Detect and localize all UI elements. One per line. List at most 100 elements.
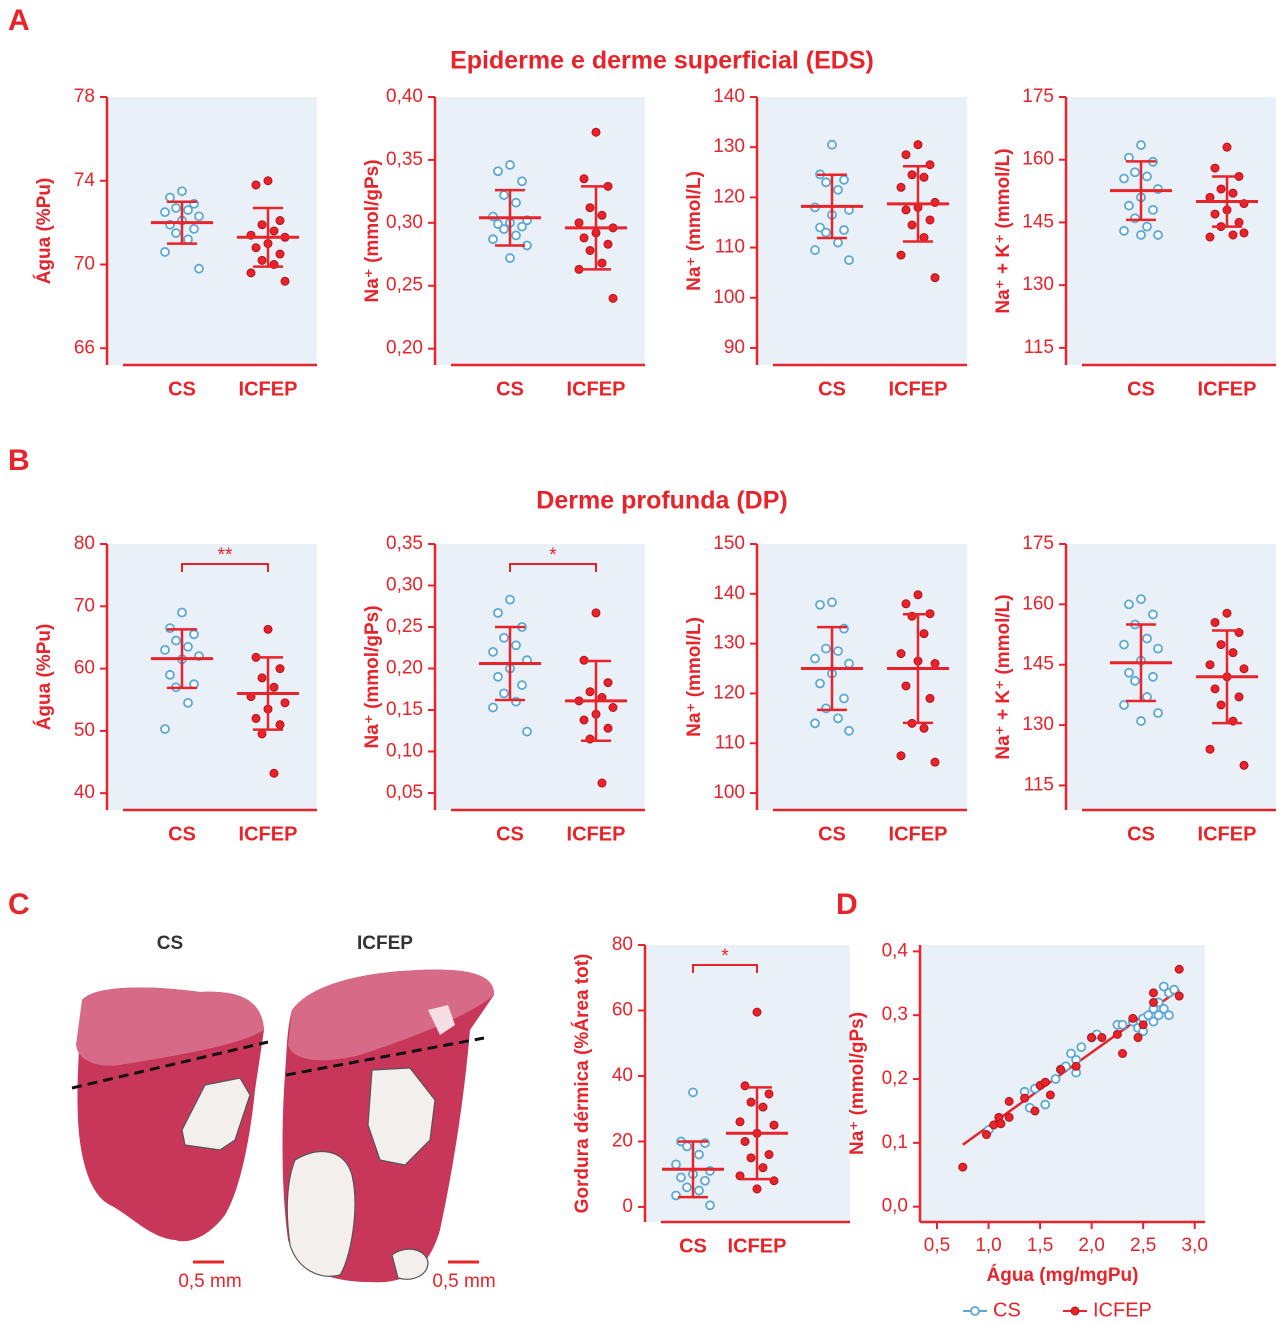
data-point bbox=[1130, 167, 1140, 178]
data-point bbox=[896, 182, 906, 192]
data-point bbox=[925, 693, 935, 703]
error-bar bbox=[495, 188, 525, 247]
data-point bbox=[930, 659, 940, 669]
data-point bbox=[603, 678, 613, 688]
y-tick-label: 0,35 bbox=[386, 533, 423, 554]
data-point bbox=[676, 1172, 686, 1183]
y-tick-label: 120 bbox=[713, 682, 745, 703]
data-point bbox=[1222, 608, 1232, 618]
y-tick-label: 175 bbox=[1022, 533, 1054, 554]
data-point bbox=[574, 218, 584, 228]
data-point bbox=[694, 1149, 704, 1160]
data-point bbox=[591, 608, 601, 618]
y-tick-label: 0,30 bbox=[386, 575, 423, 596]
data-point bbox=[1040, 1077, 1050, 1087]
data-point bbox=[1216, 640, 1226, 650]
x-tick-label: ICFEP bbox=[889, 378, 948, 400]
y-axis-title: Água (%Pu) bbox=[33, 624, 55, 731]
data-point bbox=[901, 681, 911, 691]
data-point bbox=[1148, 609, 1158, 620]
data-point bbox=[1239, 228, 1249, 238]
data-point bbox=[251, 243, 261, 253]
y-tick-label: 40 bbox=[612, 1065, 633, 1086]
data-point bbox=[1087, 1033, 1097, 1043]
x-tick-label: CS bbox=[818, 378, 846, 400]
data-point bbox=[694, 1185, 704, 1196]
data-point bbox=[257, 729, 267, 739]
data-point bbox=[1148, 988, 1158, 998]
data-point bbox=[1169, 984, 1179, 995]
y-tick-label: 130 bbox=[713, 633, 745, 654]
data-point bbox=[280, 698, 290, 708]
data-point bbox=[989, 1120, 999, 1130]
scale-label: 0,5 mm bbox=[178, 1271, 241, 1292]
data-point bbox=[913, 590, 923, 600]
data-point bbox=[1045, 1090, 1055, 1100]
data-point bbox=[1133, 1033, 1143, 1043]
data-point bbox=[499, 632, 509, 643]
data-point bbox=[1222, 142, 1232, 152]
data-point bbox=[189, 629, 199, 640]
significance-bracket bbox=[692, 964, 758, 973]
data-point bbox=[919, 172, 929, 182]
data-point bbox=[488, 646, 498, 657]
data-point bbox=[275, 216, 285, 226]
legend-label: CS bbox=[993, 1299, 1021, 1321]
data-point bbox=[839, 623, 849, 634]
data-point bbox=[493, 166, 503, 177]
y-tick-label: 130 bbox=[713, 136, 745, 157]
data-point bbox=[269, 768, 279, 778]
data-point bbox=[488, 702, 498, 713]
y-tick-label: 0,2 bbox=[882, 1068, 908, 1089]
data-point bbox=[700, 1175, 710, 1186]
error-bar bbox=[253, 206, 283, 268]
x-tick-label: 0,5 bbox=[924, 1235, 950, 1256]
data-point bbox=[269, 226, 279, 236]
data-point bbox=[705, 1200, 715, 1211]
data-point bbox=[517, 176, 527, 187]
significance-label: ** bbox=[218, 545, 233, 566]
y-tick-label: 160 bbox=[1022, 149, 1054, 170]
data-point bbox=[579, 174, 589, 184]
x-tick-label: CS bbox=[496, 378, 524, 400]
data-point bbox=[1124, 599, 1134, 610]
error-bar bbox=[581, 185, 611, 271]
data-point bbox=[896, 250, 906, 260]
data-point bbox=[839, 693, 849, 704]
panel-label: B bbox=[8, 444, 30, 477]
y-tick-label: 160 bbox=[1022, 593, 1054, 614]
significance-label: * bbox=[721, 946, 729, 967]
error-bar bbox=[817, 173, 847, 240]
data-point bbox=[1071, 1061, 1081, 1071]
data-point bbox=[833, 237, 843, 248]
x-tick-label: ICFEP bbox=[1198, 378, 1257, 400]
data-point bbox=[1040, 1099, 1051, 1110]
x-tick-label: CS bbox=[1127, 378, 1155, 400]
data-point bbox=[1097, 1033, 1107, 1043]
y-tick-label: 0,05 bbox=[386, 782, 423, 803]
data-point bbox=[1158, 1003, 1169, 1014]
data-point bbox=[682, 1141, 692, 1152]
y-axis-title: Na⁺ + K⁺ (mmol/L) bbox=[993, 594, 1014, 759]
data-point bbox=[1228, 648, 1238, 658]
data-point bbox=[1056, 1064, 1066, 1074]
x-tick-label: ICFEP bbox=[567, 823, 626, 845]
data-point bbox=[896, 751, 906, 761]
error-bar bbox=[1126, 623, 1156, 703]
y-tick-label: 80 bbox=[74, 533, 95, 554]
data-point bbox=[1239, 760, 1249, 770]
data-point bbox=[996, 1119, 1006, 1129]
data-point bbox=[511, 230, 521, 241]
y-axis-title: Gordura dérmica (%Área tot) bbox=[571, 954, 593, 1214]
error-bar bbox=[167, 200, 197, 245]
data-point bbox=[189, 224, 199, 234]
error-bar bbox=[495, 625, 525, 702]
data-point bbox=[1148, 671, 1158, 682]
data-point bbox=[833, 713, 843, 724]
data-point bbox=[1112, 1029, 1122, 1039]
y-tick-label: 90 bbox=[724, 337, 745, 358]
data-point bbox=[1216, 184, 1226, 194]
data-point bbox=[815, 678, 825, 689]
data-point bbox=[1174, 964, 1184, 974]
data-point bbox=[194, 211, 204, 222]
